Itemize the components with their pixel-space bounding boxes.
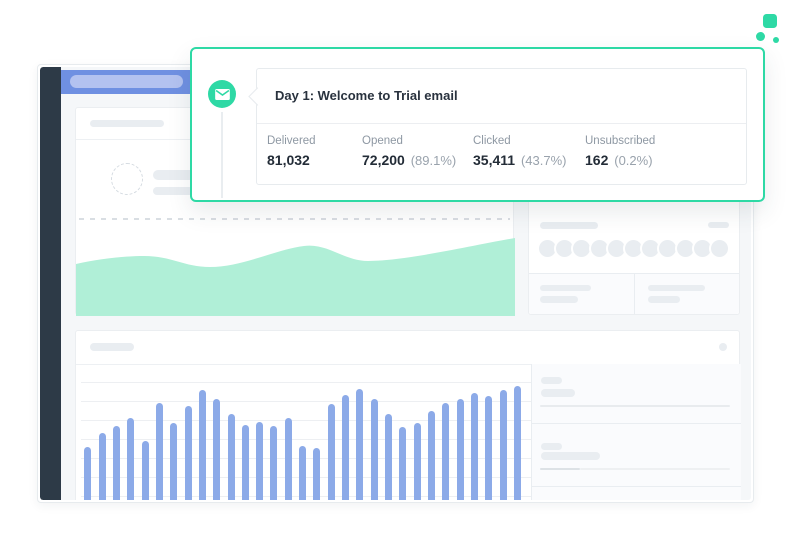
bar <box>270 426 278 500</box>
stat-delivered: Delivered 81,032 <box>267 123 316 168</box>
skeleton-text-pill <box>153 170 199 180</box>
stat-clicked: Clicked 35,411 (43.7%) <box>473 123 566 168</box>
stat-value: 35,411 <box>473 152 516 168</box>
stat-percent: (0.2%) <box>614 153 653 168</box>
stat-opened: Opened 72,200 (89.1%) <box>362 123 456 168</box>
progress-track <box>540 405 730 407</box>
bar <box>184 406 192 500</box>
skeleton-text-pill <box>153 187 199 195</box>
teal-dot-small-icon <box>773 37 779 43</box>
bar <box>456 399 464 500</box>
bar <box>356 389 364 500</box>
side-list <box>532 364 741 500</box>
skeleton-text-pill <box>541 443 562 450</box>
bar <box>284 418 292 500</box>
skeleton-text-pill <box>541 377 562 384</box>
menu-dot-icon <box>719 343 727 351</box>
stat-percent: (43.7%) <box>520 153 567 168</box>
dashed-divider <box>79 218 510 220</box>
bar <box>127 418 135 500</box>
timeline-connector <box>221 112 223 198</box>
gridline <box>81 420 531 421</box>
bar <box>213 399 221 500</box>
avatar <box>709 238 730 259</box>
skeleton-text-pill <box>541 389 575 397</box>
teal-square-icon <box>763 14 777 28</box>
list-item <box>532 364 741 424</box>
skeleton-text-pill <box>540 285 591 291</box>
bar <box>428 411 436 500</box>
stat-value: 81,032 <box>267 152 310 168</box>
list-item <box>532 487 741 500</box>
bar <box>98 433 106 500</box>
email-title: Day 1: Welcome to Trial email <box>275 88 458 103</box>
area-chart <box>76 238 515 316</box>
skeleton-title-pill <box>90 120 164 127</box>
bar <box>327 404 335 500</box>
summary-card-footer <box>529 273 739 314</box>
bar <box>84 447 92 500</box>
bar <box>112 426 120 500</box>
stat-label: Unsubscribed <box>585 135 656 147</box>
bar <box>299 446 307 500</box>
divider <box>531 364 532 500</box>
bar <box>198 390 206 500</box>
report-card <box>75 330 741 500</box>
stat-label: Clicked <box>473 135 511 147</box>
bar <box>385 414 393 500</box>
sidebar <box>40 67 61 500</box>
bar <box>485 396 493 500</box>
divider <box>76 364 739 365</box>
divider <box>634 274 635 314</box>
email-stats-popover: Day 1: Welcome to Trial email Delivered … <box>190 47 765 202</box>
bar <box>442 403 450 500</box>
envelope-icon <box>208 80 236 108</box>
gridline <box>81 382 531 383</box>
bar <box>241 425 249 500</box>
bar <box>514 386 522 500</box>
teal-dot-large-icon <box>756 32 765 41</box>
stat-label: Delivered <box>267 135 316 147</box>
email-stats-row: Delivered 81,032 Opened 72,200 (89.1%) C… <box>257 123 746 184</box>
skeleton-text-pill <box>540 296 578 303</box>
bar <box>313 448 321 500</box>
stat-value: 72,200 <box>362 152 405 168</box>
bar <box>499 390 507 500</box>
area-chart-fill <box>76 238 515 316</box>
stat-percent: (89.1%) <box>410 153 457 168</box>
bar <box>471 393 479 500</box>
list-item <box>532 424 741 487</box>
skeleton-text-pill <box>648 296 680 303</box>
bar <box>370 399 378 500</box>
bar <box>170 423 178 500</box>
avatar-group <box>529 236 739 262</box>
bar <box>227 414 235 500</box>
dashed-avatar-placeholder <box>111 163 143 195</box>
bar <box>413 423 421 500</box>
skeleton-text-pill <box>541 452 600 460</box>
stat-value: 162 <box>585 152 609 168</box>
gridline <box>81 401 531 402</box>
email-stats-panel: Day 1: Welcome to Trial email Delivered … <box>256 68 747 185</box>
topbar-skeleton-pill <box>70 75 183 88</box>
gridline <box>81 439 531 440</box>
bar <box>155 403 163 500</box>
skeleton-title-pill <box>540 222 598 229</box>
bar <box>342 395 350 500</box>
bar-chart-area <box>76 364 531 500</box>
bar <box>141 441 149 500</box>
skeleton-action-pill <box>708 222 729 228</box>
progress-fill <box>540 468 580 470</box>
skeleton-text-pill <box>648 285 705 291</box>
summary-card <box>528 190 740 315</box>
stat-unsubscribed: Unsubscribed 162 (0.2%) <box>585 123 655 168</box>
progress-track <box>580 468 730 470</box>
bar <box>256 422 264 500</box>
skeleton-title-pill <box>90 343 134 351</box>
bar <box>399 427 407 500</box>
email-title-row: Day 1: Welcome to Trial email <box>257 69 746 124</box>
stat-label: Opened <box>362 135 403 147</box>
